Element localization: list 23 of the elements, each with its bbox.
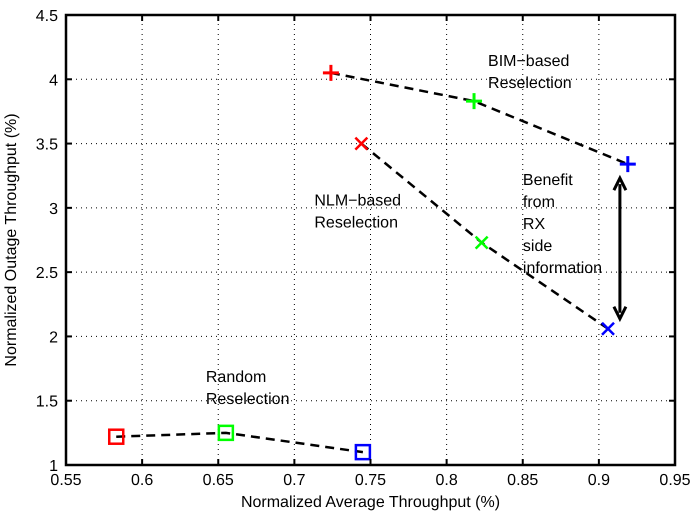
x-tick-label: 0.7 — [283, 472, 306, 489]
y-tick-label: 1 — [49, 458, 58, 475]
y-tick-label: 4.5 — [36, 8, 58, 25]
x-tick-label: 0.6 — [131, 472, 154, 489]
x-tick-label: 0.9 — [588, 472, 610, 489]
y-tick-label: 2.5 — [36, 265, 58, 282]
y-tick-label: 3.5 — [36, 136, 58, 154]
y-tick-label: 4 — [49, 72, 58, 90]
x-tick-label: 0.8 — [436, 472, 458, 489]
x-tick-label: 0.55 — [50, 472, 82, 489]
x-tick-label: 0.95 — [659, 472, 691, 489]
x-tick-label: 0.65 — [202, 472, 234, 489]
series-label: BIM−based Reselection — [488, 53, 572, 92]
series-label: NLM−based Reselection — [314, 192, 402, 232]
x-tick-label: 0.85 — [507, 472, 538, 489]
x-axis-title: Normalized Average Throughput (%) — [240, 494, 500, 511]
x-tick-label: 0.75 — [354, 472, 386, 489]
y-axis-title: Normalized Outage Throughput (%) — [3, 113, 20, 367]
y-tick-label: 3 — [49, 200, 58, 218]
annotation: Benefit from RX side information — [522, 172, 602, 278]
y-tick-label: 2 — [49, 329, 58, 346]
y-tick-label: 1.5 — [36, 394, 58, 411]
series-label: Random Reselection — [206, 368, 290, 408]
